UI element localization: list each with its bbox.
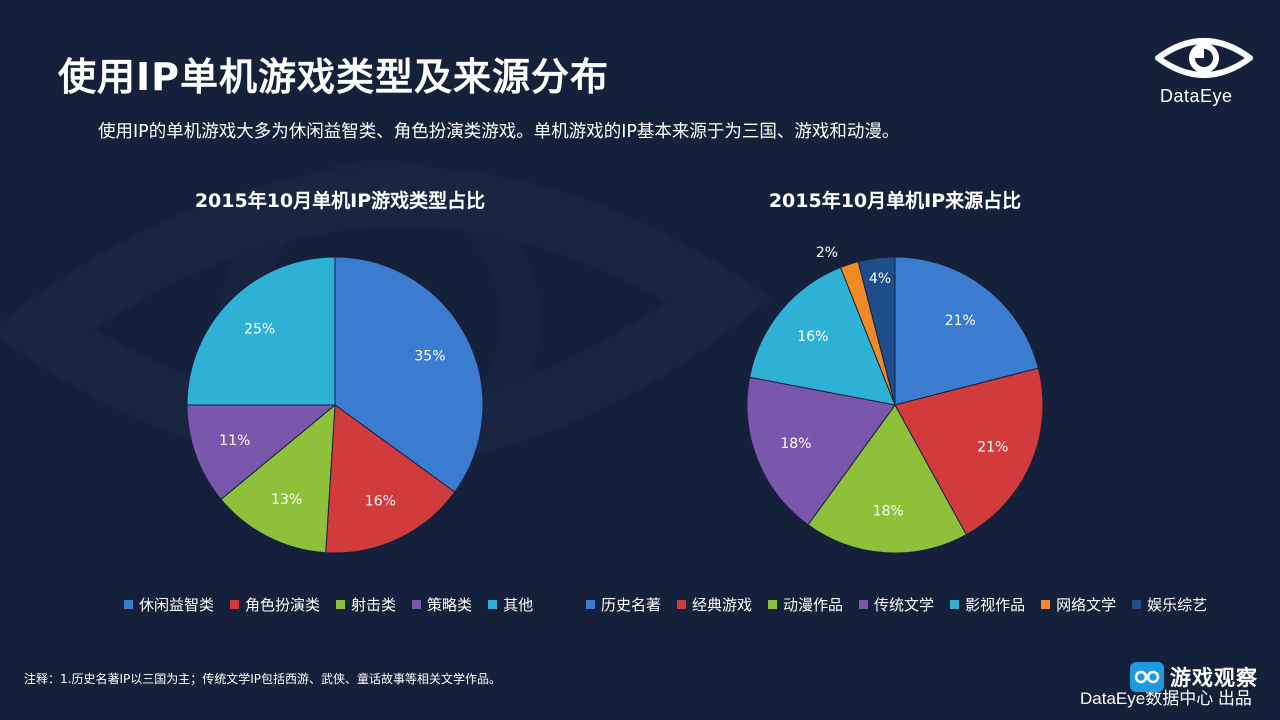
chart-1-legend-swatch-4 bbox=[488, 600, 498, 609]
chart-2-legend-item-4: 影视作品 bbox=[950, 594, 1025, 615]
page-title: 使用IP单机游戏类型及来源分布 bbox=[58, 55, 609, 99]
chart-2-data-label-3: 18% bbox=[780, 436, 811, 452]
chart-1-legend-item-0: 休闲益智类 bbox=[124, 594, 214, 615]
chart-1-data-label-0: 35% bbox=[414, 349, 445, 365]
chart-2-data-label-4: 16% bbox=[797, 329, 828, 345]
chart-2-legend-swatch-2 bbox=[768, 600, 778, 609]
credit-text: DataEye数据中心 出品 bbox=[1080, 689, 1252, 708]
watermark: 游戏观察 bbox=[1130, 660, 1270, 694]
chart-1-slice-3 bbox=[186, 404, 337, 501]
chart-1-slice-0 bbox=[334, 256, 484, 493]
chart-2-legend-item-1: 经典游戏 bbox=[677, 594, 752, 615]
watermark-eyes-icon bbox=[1134, 670, 1160, 684]
chart-1-legend-label-2: 射击类 bbox=[351, 596, 397, 614]
chart-2-data-label-1: 21% bbox=[977, 439, 1008, 455]
chart-2-legend-swatch-1 bbox=[677, 600, 687, 609]
chart-1-slice-4 bbox=[186, 256, 336, 406]
watermark-badge bbox=[1130, 662, 1164, 692]
chart-1-legend-label-1: 角色扮演类 bbox=[245, 596, 321, 614]
eye-icon bbox=[1155, 38, 1253, 78]
chart-2-data-label-2: 18% bbox=[873, 503, 904, 519]
chart-2-legend-label-4: 影视作品 bbox=[965, 596, 1026, 614]
chart-1-legend-swatch-1 bbox=[230, 600, 240, 609]
chart-2-legend-item-2: 动漫作品 bbox=[768, 594, 843, 615]
chart-1-legend-item-2: 射击类 bbox=[336, 594, 396, 615]
chart-2-slice-4 bbox=[749, 266, 896, 406]
chart-1-legend-label-3: 策略类 bbox=[427, 596, 473, 614]
chart-2-legend-label-0: 历史名著 bbox=[601, 596, 662, 614]
chart-2-legend-swatch-3 bbox=[859, 600, 869, 609]
chart-1-data-label-3: 11% bbox=[219, 433, 250, 449]
chart-2-legend-label-2: 动漫作品 bbox=[783, 596, 844, 614]
chart-1-legend-label-4: 其他 bbox=[503, 596, 534, 614]
chart-2-legend-item-0: 历史名著 bbox=[586, 594, 661, 615]
chart-1-pie: 35% 16% 13% 11% 25% bbox=[186, 256, 484, 554]
chart-2-pie: 21% 21% 18% 18% 16% 2% 4% bbox=[746, 245, 1044, 554]
chart-1-slice-1 bbox=[325, 404, 456, 554]
chart-1-legend-swatch-2 bbox=[336, 600, 346, 609]
chart-2-legend-label-3: 传统文学 bbox=[874, 596, 935, 614]
chart-2-legend-item-6: 娱乐综艺 bbox=[1132, 594, 1207, 615]
chart-2-legend-item-5: 网络文学 bbox=[1041, 594, 1116, 615]
chart-2-slice-1 bbox=[894, 367, 1044, 536]
chart-1-legend-item-1: 角色扮演类 bbox=[230, 594, 320, 615]
chart-2-slice-2 bbox=[807, 404, 967, 554]
chart-2-data-label-5: 2% bbox=[816, 245, 838, 261]
chart-2-legend: 历史名著 经典游戏 动漫作品 传统文学 影视作品 网络文学 娱乐综艺 bbox=[586, 594, 1223, 615]
footnote: 注释：1.历史名著IP以三国为主；传统文学IP包括西游、武侠、童话故事等相关文学… bbox=[24, 672, 502, 686]
chart-2-legend-swatch-4 bbox=[950, 600, 960, 609]
chart-2-slice-0 bbox=[894, 256, 1039, 406]
chart-2-slice-3 bbox=[746, 376, 896, 526]
chart-2-legend-swatch-6 bbox=[1132, 600, 1142, 609]
chart-1-legend-swatch-3 bbox=[412, 600, 422, 609]
chart-2-data-label-6: 4% bbox=[869, 271, 891, 287]
chart-1-slice-2 bbox=[220, 403, 336, 554]
chart-1-legend: 休闲益智类 角色扮演类 射击类 策略类 其他 bbox=[124, 594, 549, 615]
dataeye-logo: DataEye bbox=[1150, 34, 1260, 114]
chart-2-legend-swatch-5 bbox=[1041, 600, 1051, 609]
chart-2-data-label-0: 21% bbox=[945, 313, 976, 329]
chart-1-title: 2015年10月单机IP游戏类型占比 bbox=[194, 190, 486, 212]
chart-2-legend-label-6: 娱乐综艺 bbox=[1147, 596, 1208, 614]
chart-2-title: 2015年10月单机IP来源占比 bbox=[768, 190, 1022, 212]
chart-2-slice-6 bbox=[857, 256, 896, 406]
chart-1-legend-item-4: 其他 bbox=[488, 594, 533, 615]
chart-1-legend-item-3: 策略类 bbox=[412, 594, 472, 615]
chart-1-legend-swatch-0 bbox=[124, 600, 133, 609]
chart-1-data-label-4: 25% bbox=[244, 322, 275, 338]
logo-text: DataEye bbox=[1160, 86, 1233, 106]
chart-2-legend-label-5: 网络文学 bbox=[1056, 596, 1117, 614]
watermark-text: 游戏观察 bbox=[1170, 666, 1258, 690]
chart-1-data-label-1: 16% bbox=[365, 493, 396, 509]
chart-2-legend-label-1: 经典游戏 bbox=[692, 596, 753, 614]
chart-1-data-label-2: 13% bbox=[271, 492, 302, 508]
chart-2-legend-item-3: 传统文学 bbox=[859, 594, 934, 615]
page-subtitle: 使用IP的单机游戏大多为休闲益智类、角色扮演类游戏。单机游戏的IP基本来源于为三… bbox=[98, 122, 900, 142]
chart-2-legend-swatch-0 bbox=[586, 600, 595, 609]
chart-1-legend-label-0: 休闲益智类 bbox=[139, 596, 215, 614]
